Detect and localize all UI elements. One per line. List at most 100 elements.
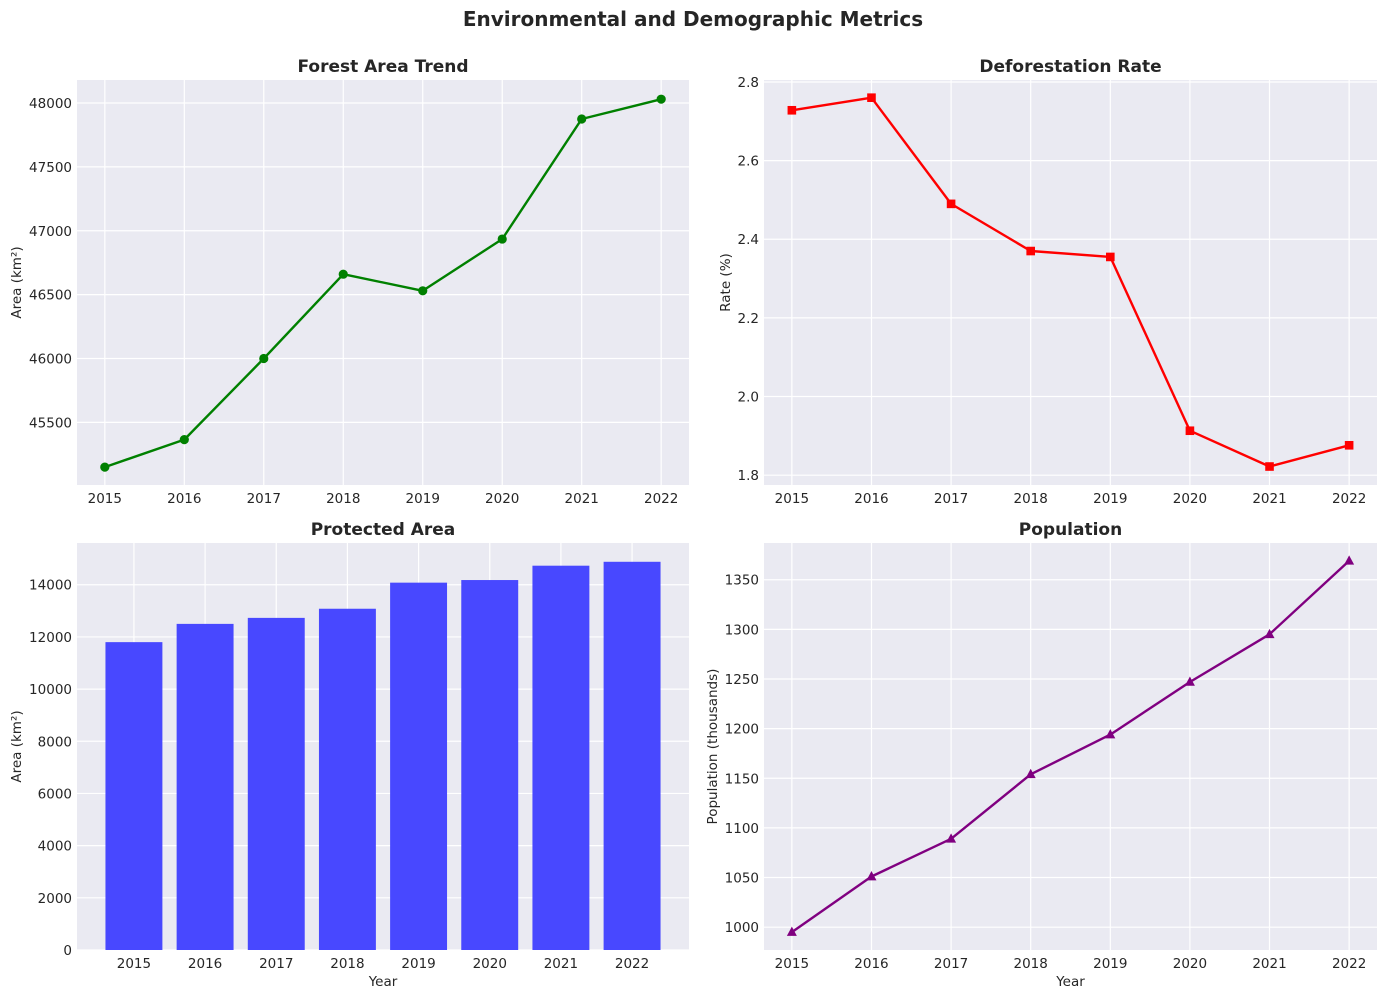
- data-point: [418, 286, 428, 296]
- y-tick-label: 2.8: [738, 75, 759, 91]
- x-tick-label: 2017: [247, 491, 281, 507]
- data-point: [946, 199, 956, 209]
- x-tick-label: 2018: [330, 956, 364, 972]
- gridlines: [764, 543, 1377, 950]
- series-line: [104, 98, 662, 469]
- data-point: [866, 871, 877, 881]
- series-line: [791, 560, 1350, 934]
- y-tick-label: 2000: [38, 891, 72, 907]
- y-tick-label: 1.8: [738, 468, 759, 484]
- data-point: [179, 435, 189, 445]
- data-point: [1344, 555, 1355, 565]
- x-tick-label: 2017: [259, 956, 293, 972]
- x-tick-label: 2019: [1093, 956, 1127, 972]
- y-tick-label: 45500: [29, 415, 72, 431]
- x-tick-label: 2020: [1173, 491, 1207, 507]
- data-point: [1025, 768, 1036, 779]
- y-tick-label: 1100: [725, 821, 759, 837]
- x-tick-label: 2017: [934, 956, 968, 972]
- bar: [603, 561, 661, 950]
- data-point: [786, 926, 797, 936]
- x-tick-label: 2022: [644, 491, 678, 507]
- y-tick-label: 1350: [725, 573, 759, 589]
- y-tick-label: 8000: [38, 734, 72, 750]
- gridlines: [764, 80, 1377, 485]
- x-tick-label: 2017: [934, 491, 968, 507]
- data-point: [497, 234, 507, 244]
- x-tick-label: 2015: [88, 491, 122, 507]
- y-tick-label: 47000: [29, 224, 72, 240]
- y-tick-label: 1000: [725, 920, 759, 936]
- x-tick-label: 2019: [401, 956, 435, 972]
- y-tick-label: 1250: [725, 672, 759, 688]
- gridlines: [77, 80, 689, 485]
- data-point: [1265, 462, 1274, 471]
- x-tick-label: 2018: [1014, 956, 1048, 972]
- y-tick-label: 47500: [29, 160, 72, 176]
- x-tick-label: 2021: [1252, 491, 1286, 507]
- data-point: [1184, 676, 1195, 686]
- data-point: [1344, 440, 1354, 450]
- chart-title: Forest Area Trend: [297, 57, 468, 77]
- forest-area-chart: Forest Area Trend 2015 2016 2017 2018 2019 202…: [9, 57, 689, 507]
- x-tick-label: 2022: [615, 956, 649, 972]
- x-tick-label: 2016: [167, 491, 201, 507]
- y-tick-label: 1050: [725, 871, 759, 887]
- y-tick-label: 1200: [725, 722, 759, 738]
- data-point: [338, 269, 348, 279]
- plot-area: [77, 543, 689, 950]
- x-tick-label: 2022: [1332, 956, 1366, 972]
- x-tick-label: 2021: [565, 491, 599, 507]
- x-tick-label: 2019: [1093, 491, 1127, 507]
- bar: [390, 582, 448, 950]
- y-axis-label: Area (km²): [9, 710, 25, 782]
- y-tick-label: 12000: [29, 630, 72, 646]
- y-tick-label: 4000: [38, 839, 72, 855]
- y-tick-label: 48000: [29, 96, 72, 112]
- y-tick-label: 0: [63, 943, 72, 959]
- y-tick-label: 46500: [29, 288, 72, 304]
- plot-area: [764, 543, 1377, 950]
- data-point: [656, 94, 666, 104]
- x-tick-label: 2019: [406, 491, 440, 507]
- chart-title: Deforestation Rate: [979, 57, 1161, 77]
- figure-title: Environmental and Demographic Metrics: [463, 7, 923, 31]
- deforestation-rate-chart: Deforestation Rate 2015 2016 2017 2018 2019 20…: [718, 57, 1377, 507]
- x-tick-label: 2016: [854, 491, 888, 507]
- x-tick-label: 2018: [326, 491, 360, 507]
- data-point: [946, 833, 957, 843]
- data-point: [1264, 628, 1275, 639]
- y-tick-label: 1150: [725, 771, 759, 787]
- data-point: [867, 93, 876, 102]
- data-point: [787, 105, 797, 115]
- y-axis-label: Population (thousands): [705, 669, 721, 825]
- y-tick-label: 10000: [29, 682, 72, 698]
- data-point: [1026, 246, 1035, 256]
- y-tick-label: 2.2: [738, 311, 759, 327]
- x-axis-label: Year: [1055, 974, 1085, 990]
- x-tick-label: 2022: [1332, 491, 1366, 507]
- data-point: [1185, 426, 1195, 436]
- plot-area: [764, 80, 1377, 485]
- bar: [318, 608, 376, 950]
- bar: [105, 642, 163, 950]
- x-tick-label: 2020: [473, 956, 507, 972]
- bar: [461, 580, 519, 950]
- x-axis-label: Year: [368, 974, 398, 990]
- y-axis-label: Area (km²): [9, 246, 25, 318]
- y-tick-label: 46000: [29, 352, 72, 368]
- chart-title: Population: [1019, 520, 1122, 540]
- x-tick-label: 2021: [1252, 956, 1286, 972]
- x-tick-label: 2020: [485, 491, 519, 507]
- protected-area-chart: Protected Area 2015 2016 2017 2018 2019 2020 20…: [9, 520, 689, 990]
- data-point: [1106, 252, 1115, 262]
- x-tick-label: 2015: [775, 956, 809, 972]
- y-tick-label: 2.0: [738, 390, 759, 406]
- x-tick-label: 2016: [188, 956, 222, 972]
- chart-title: Protected Area: [311, 520, 456, 540]
- y-axis-label: Rate (%): [718, 253, 734, 312]
- y-tick-label: 1300: [725, 622, 759, 638]
- data-point: [577, 114, 587, 124]
- x-tick-label: 2018: [1014, 491, 1048, 507]
